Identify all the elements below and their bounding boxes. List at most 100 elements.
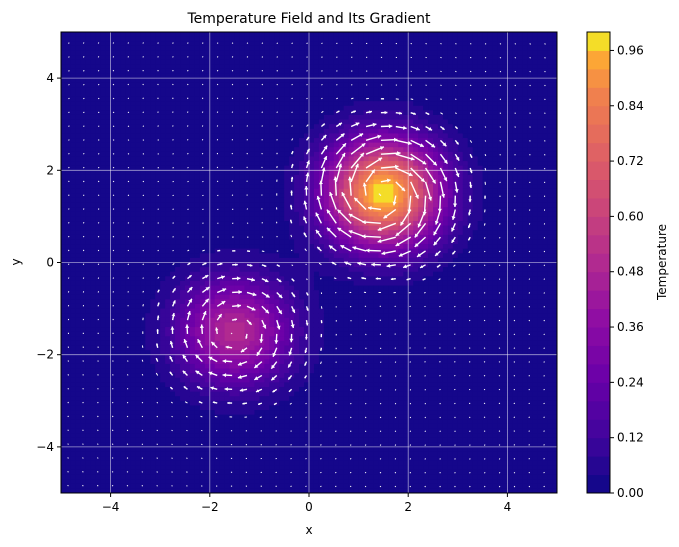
heatmap-cell xyxy=(100,294,107,300)
heatmap-cell xyxy=(239,138,246,144)
heatmap-cell xyxy=(105,419,112,425)
heatmap-cell xyxy=(194,428,201,434)
heatmap-cell xyxy=(165,280,171,287)
heatmap-cell xyxy=(125,257,132,264)
heatmap-cell xyxy=(234,78,241,84)
heatmap-cell xyxy=(115,437,122,443)
heatmap-cell xyxy=(155,331,161,337)
heatmap-cell xyxy=(239,68,246,75)
heatmap-cell xyxy=(289,446,295,453)
heatmap-cell xyxy=(219,257,226,264)
heatmap-cell xyxy=(209,188,216,194)
heatmap-cell xyxy=(165,382,171,388)
heatmap-cell xyxy=(75,32,82,38)
heatmap-cell xyxy=(249,230,256,236)
heatmap-cell xyxy=(264,350,270,356)
heatmap-cell xyxy=(264,469,270,476)
heatmap-cell xyxy=(204,280,211,287)
heatmap-cell xyxy=(61,414,67,420)
heatmap-cell xyxy=(100,161,107,167)
heatmap-cell xyxy=(175,382,181,388)
heatmap-cell xyxy=(214,456,221,462)
heatmap-cell xyxy=(304,161,310,167)
heatmap-cell xyxy=(209,138,216,144)
heatmap-cell xyxy=(194,36,201,42)
heatmap-cell xyxy=(209,184,216,190)
heatmap-cell xyxy=(145,221,151,227)
heatmap-cell xyxy=(304,248,310,254)
heatmap-cell xyxy=(259,73,265,79)
heatmap-cell xyxy=(304,91,310,98)
heatmap-cell xyxy=(214,225,221,231)
heatmap-cell xyxy=(125,36,132,42)
heatmap-cell xyxy=(224,469,231,476)
heatmap-cell xyxy=(165,396,171,402)
heatmap-cell xyxy=(145,197,151,204)
heatmap-cell xyxy=(204,91,211,98)
heatmap-cell xyxy=(120,469,127,476)
heatmap-cell xyxy=(175,156,181,162)
heatmap-cell xyxy=(294,119,300,125)
heatmap-cell xyxy=(115,410,122,416)
heatmap-cell xyxy=(160,50,166,56)
heatmap-cell xyxy=(185,474,191,480)
heatmap-cell xyxy=(229,285,236,291)
heatmap-cell xyxy=(70,428,77,434)
heatmap-cell xyxy=(125,239,132,245)
heatmap-cell xyxy=(100,55,107,61)
heatmap-cell xyxy=(165,68,171,75)
heatmap-cell xyxy=(219,456,226,462)
heatmap-cell xyxy=(244,193,251,199)
heatmap-cell xyxy=(65,207,72,213)
heatmap-cell xyxy=(135,433,141,439)
heatmap-cell xyxy=(294,96,300,102)
heatmap-cell xyxy=(299,303,305,310)
heatmap-cell xyxy=(105,386,112,393)
heatmap-cell xyxy=(95,410,102,416)
heatmap-cell xyxy=(175,41,181,47)
heatmap-cell xyxy=(100,170,107,176)
heatmap-cell xyxy=(254,483,260,489)
heatmap-cell xyxy=(254,336,260,342)
heatmap-cell xyxy=(110,469,117,476)
heatmap-cell xyxy=(110,400,117,407)
heatmap-cell xyxy=(229,193,236,199)
heatmap-cell xyxy=(224,174,231,181)
heatmap-cell xyxy=(75,96,82,102)
heatmap-cell xyxy=(284,456,290,462)
heatmap-cell xyxy=(90,230,97,236)
heatmap-cell xyxy=(289,161,295,167)
heatmap-cell xyxy=(180,101,186,107)
heatmap-cell xyxy=(145,340,151,347)
heatmap-cell xyxy=(294,290,300,296)
heatmap-cell xyxy=(140,483,146,489)
heatmap-cell xyxy=(269,202,275,208)
heatmap-cell xyxy=(95,479,102,485)
heatmap-cell xyxy=(284,368,290,374)
heatmap-cell xyxy=(75,114,82,121)
heatmap-cell xyxy=(224,188,231,194)
heatmap-cell xyxy=(304,285,310,291)
heatmap-cell xyxy=(244,451,251,457)
heatmap-cell xyxy=(269,193,275,199)
heatmap-cell xyxy=(145,483,151,489)
heatmap-cell xyxy=(284,91,290,98)
heatmap-cell xyxy=(130,64,136,70)
heatmap-cell xyxy=(61,423,67,430)
heatmap-cell xyxy=(299,460,305,466)
heatmap-cell xyxy=(214,170,221,176)
heatmap-cell xyxy=(150,110,156,116)
heatmap-cell xyxy=(135,483,141,489)
heatmap-cell xyxy=(85,442,92,448)
heatmap-cell xyxy=(175,345,181,351)
heatmap-cell xyxy=(130,285,136,291)
heatmap-cell xyxy=(199,124,206,130)
heatmap-cell xyxy=(180,303,186,310)
heatmap-cell xyxy=(189,299,196,305)
heatmap-cell xyxy=(175,59,181,65)
heatmap-cell xyxy=(204,368,211,374)
heatmap-cell xyxy=(189,188,196,194)
heatmap-cell xyxy=(234,96,241,102)
heatmap-cell xyxy=(224,460,231,466)
heatmap-cell xyxy=(214,244,221,250)
